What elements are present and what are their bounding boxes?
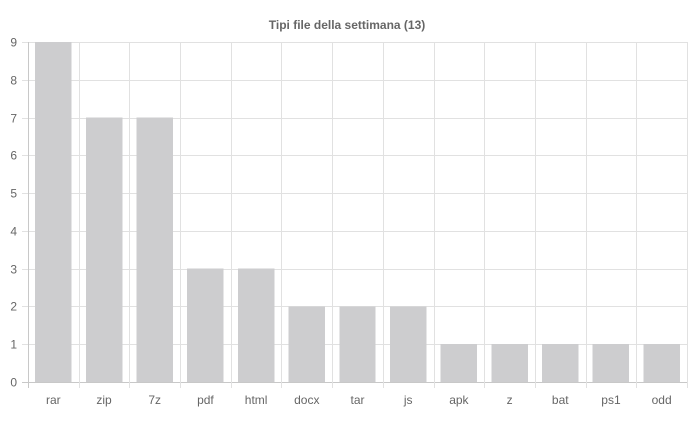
x-tick-label: bat xyxy=(552,393,569,407)
bar-pdf xyxy=(187,268,224,382)
x-tick-label: z xyxy=(507,393,513,407)
x-tick-label: docx xyxy=(294,393,319,407)
bar-apk xyxy=(440,344,478,382)
bars xyxy=(35,42,680,383)
y-tick-label: 3 xyxy=(10,263,17,277)
chart-title: Tipi file della settimana (13) xyxy=(269,18,426,32)
y-tick-label: 5 xyxy=(10,187,17,201)
bar-bat xyxy=(542,344,579,382)
bar-odd xyxy=(643,344,680,382)
bar-rar xyxy=(35,42,72,382)
x-tick-label: ps1 xyxy=(601,393,621,407)
y-tick-label: 4 xyxy=(10,225,17,239)
y-tick-label: 0 xyxy=(10,376,17,390)
x-tick-label: js xyxy=(403,393,413,407)
x-tick-label: pdf xyxy=(197,393,214,407)
y-tick-label: 1 xyxy=(10,338,17,352)
grid-lines xyxy=(22,42,688,388)
y-tick-label: 2 xyxy=(10,300,17,314)
bar-tar xyxy=(339,306,376,382)
bar-html xyxy=(237,268,275,382)
y-tick-label: 7 xyxy=(10,112,17,126)
x-tick-label: odd xyxy=(652,393,672,407)
y-tick-label: 6 xyxy=(10,149,17,163)
x-axis-ticks: rar zip 7z pdf html docx tar js apk z bat ps1 odd xyxy=(46,393,672,407)
bar-zip xyxy=(85,117,123,383)
x-tick-label: rar xyxy=(46,393,61,407)
y-tick-label: 9 xyxy=(10,36,17,50)
x-tick-label: tar xyxy=(350,393,364,407)
x-tick-label: html xyxy=(245,393,268,407)
bar-ps1 xyxy=(592,344,630,382)
x-tick-label: 7z xyxy=(148,393,161,407)
y-tick-label: 8 xyxy=(10,74,17,88)
bar-js xyxy=(389,306,427,382)
x-tick-label: zip xyxy=(96,393,112,407)
y-axis-ticks: 0 1 2 3 4 5 6 7 8 9 xyxy=(10,36,17,390)
bar-7z xyxy=(136,117,173,383)
bar-z xyxy=(491,344,528,382)
x-tick-label: apk xyxy=(449,393,469,407)
bar-docx xyxy=(288,306,326,382)
